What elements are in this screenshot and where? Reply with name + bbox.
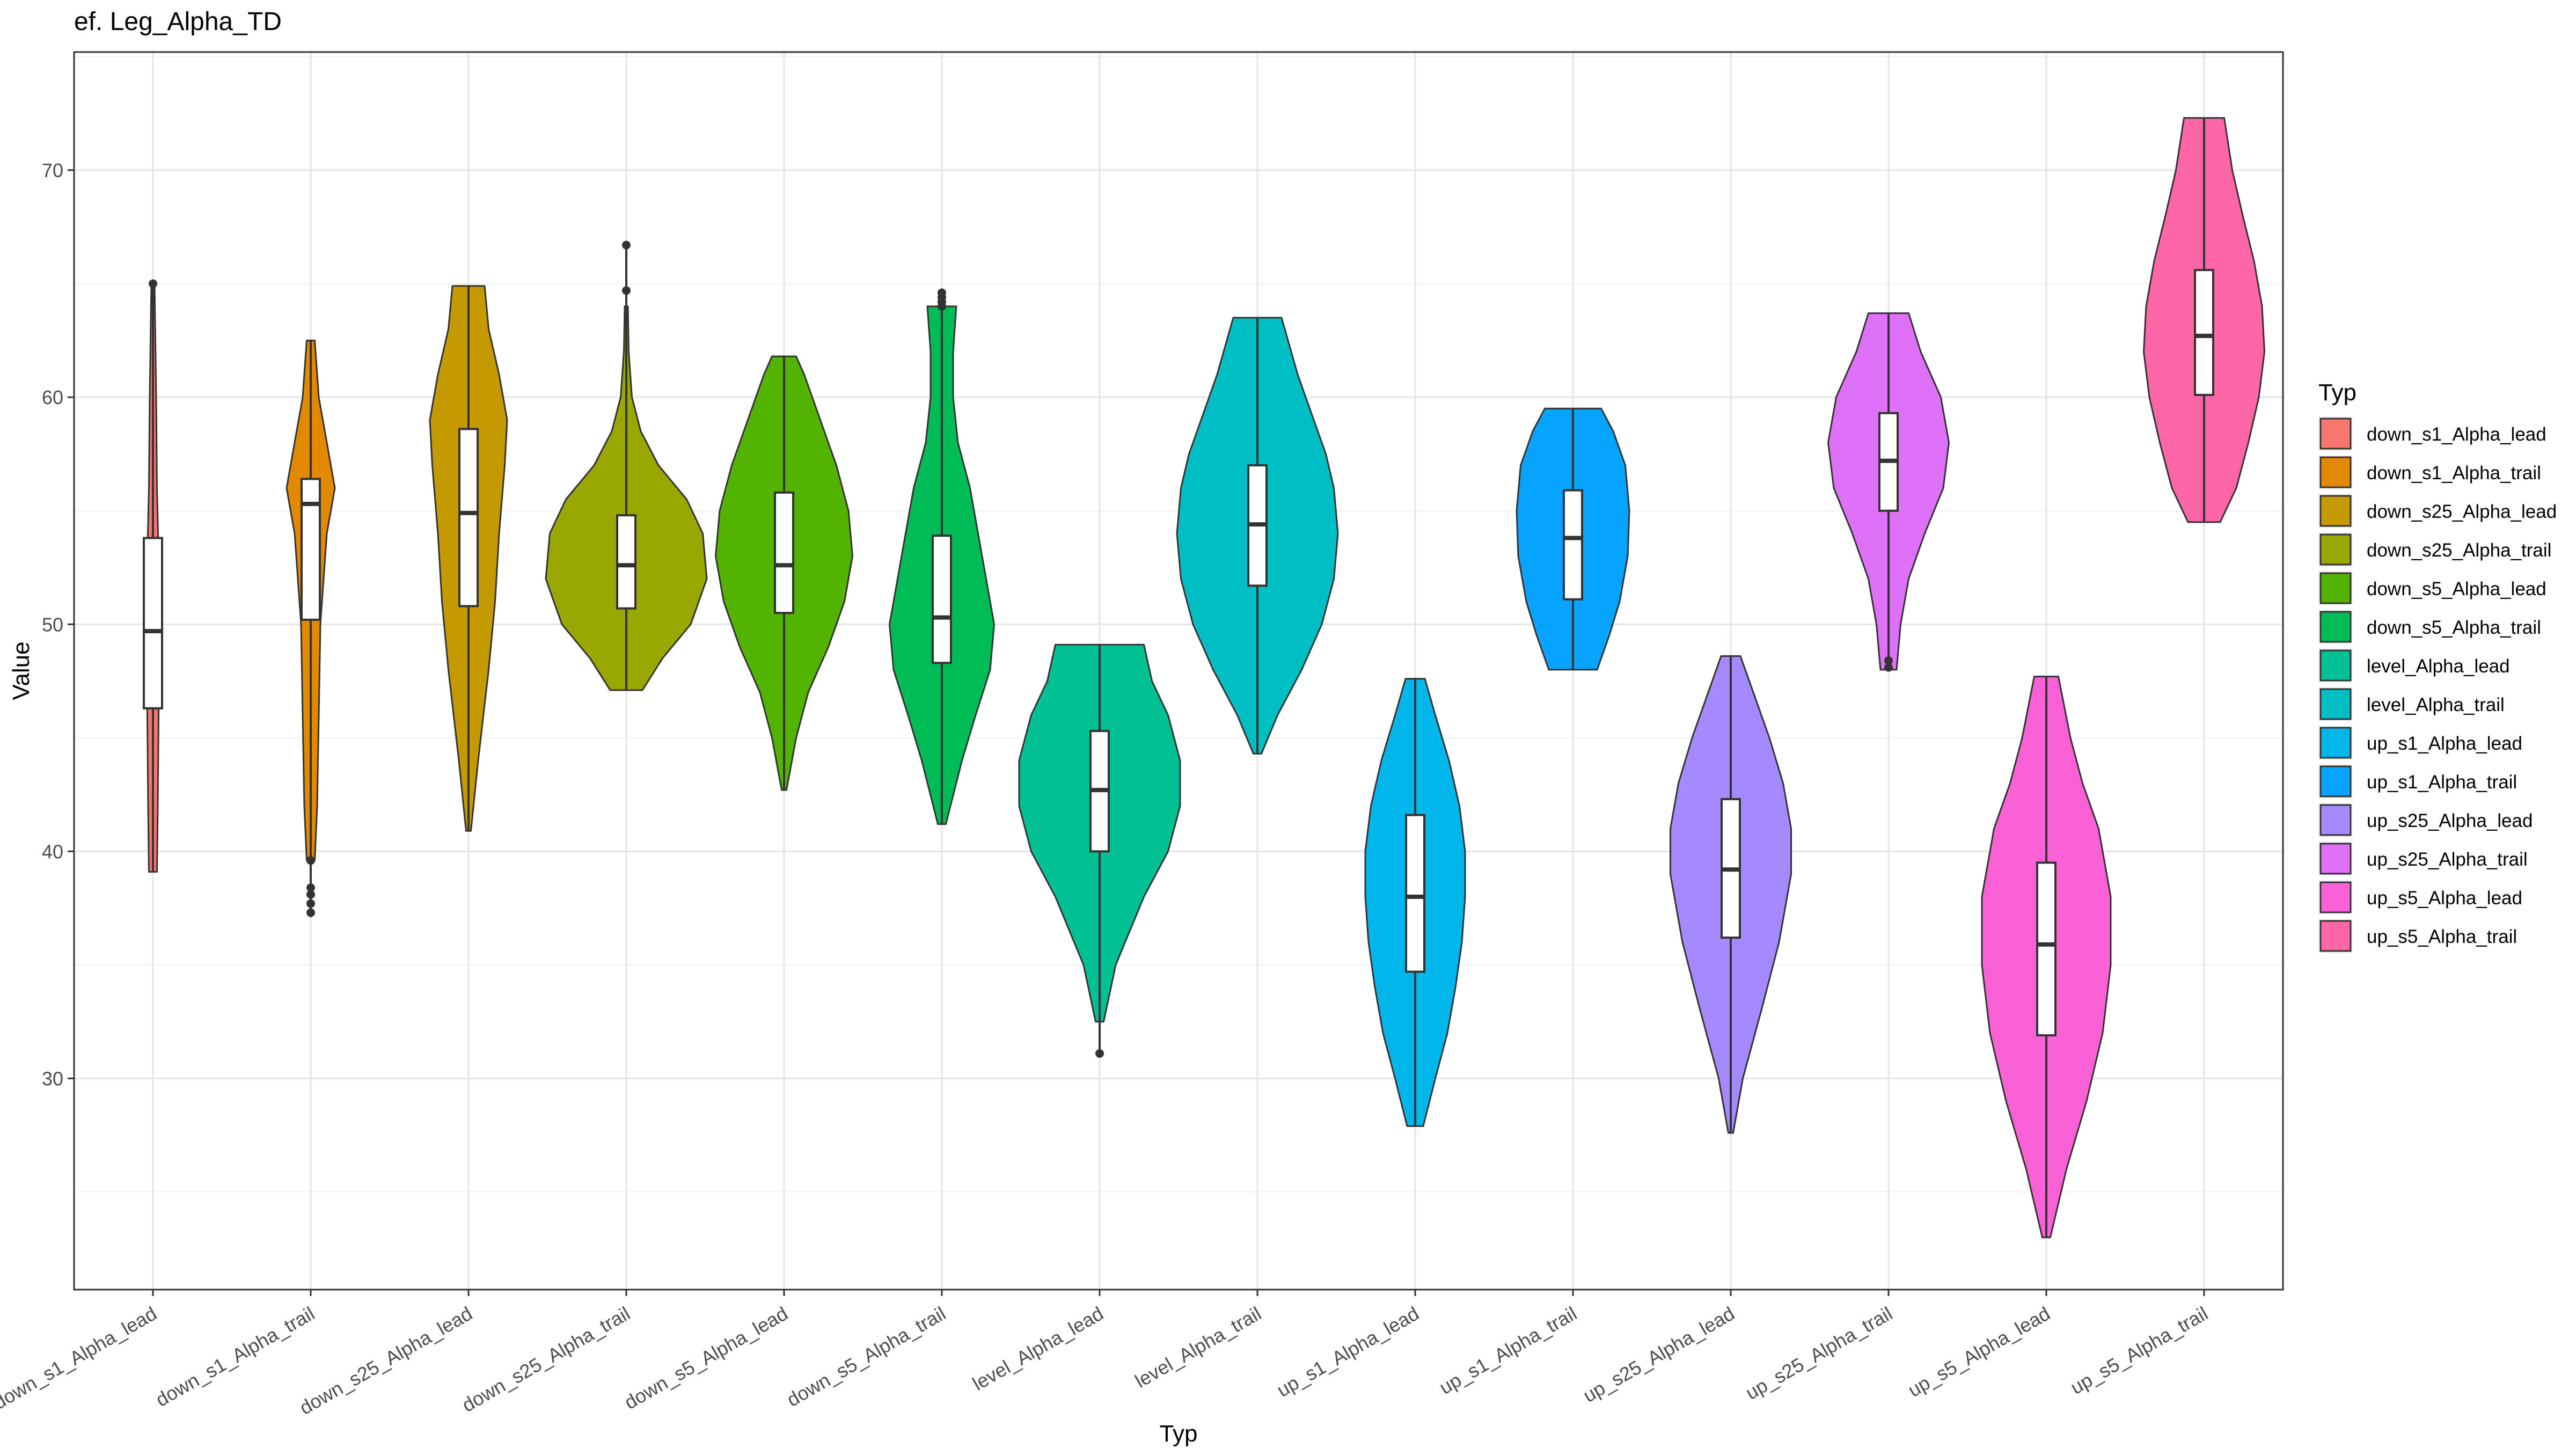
legend-swatch	[2319, 495, 2352, 527]
legend-label: up_s1_Alpha_lead	[2367, 733, 2522, 754]
outlier-point	[306, 856, 315, 865]
plot-border	[73, 51, 2284, 1291]
plot-panel	[73, 51, 2284, 1291]
box	[2194, 269, 2214, 396]
legend-swatch	[2319, 533, 2352, 566]
box	[143, 537, 163, 709]
box	[301, 478, 321, 621]
violin-group	[1516, 407, 1630, 671]
legend-label: down_s1_Alpha_trail	[2367, 463, 2541, 484]
violin-group	[429, 285, 508, 832]
violins	[143, 117, 2265, 1239]
legend-label: down_s25_Alpha_trail	[2367, 540, 2551, 561]
legend-swatch	[2319, 456, 2352, 488]
legend-label: up_s5_Alpha_lead	[2367, 888, 2522, 909]
legend-label: down_s1_Alpha_lead	[2367, 424, 2546, 445]
legend-label: down_s5_Alpha_lead	[2367, 579, 2546, 599]
violin-group	[715, 355, 853, 791]
violin-group	[1364, 678, 1466, 1127]
violin-group	[143, 279, 163, 873]
legend-swatch	[2319, 765, 2352, 797]
legend-swatch	[2319, 611, 2352, 643]
violin-group	[286, 339, 336, 918]
legend-label: level_Alpha_trail	[2367, 694, 2505, 715]
violin-group	[889, 288, 995, 825]
outlier-point	[622, 286, 631, 295]
plot-background	[74, 52, 2283, 1290]
y-tick-label: 70	[42, 159, 63, 181]
violin-group	[1176, 317, 1339, 755]
y-tick-label: 50	[42, 613, 63, 635]
y-tick-label: 40	[42, 840, 63, 862]
x-axis-label: Typ	[1160, 1421, 1198, 1447]
violin-group	[1018, 643, 1181, 1058]
y-tick-label: 60	[42, 386, 63, 408]
outlier-point	[306, 899, 315, 908]
box	[932, 535, 952, 664]
outlier-point	[938, 302, 946, 311]
legend-label: up_s5_Alpha_trail	[2367, 926, 2517, 947]
legend-label: up_s1_Alpha_trail	[2367, 772, 2517, 793]
box	[458, 428, 479, 608]
legend-label: level_Alpha_lead	[2367, 656, 2510, 677]
outlier-point	[306, 883, 315, 892]
outlier-point	[1095, 1049, 1104, 1058]
legend-title: Typ	[2318, 379, 2357, 406]
box	[1563, 489, 1583, 601]
violin-group	[1981, 676, 2112, 1239]
y-axis-label: Value	[8, 641, 34, 700]
legend-swatch	[2319, 881, 2352, 913]
box	[774, 491, 794, 614]
legend-swatch	[2319, 843, 2352, 875]
outlier-point	[622, 240, 631, 250]
outlier-point	[149, 279, 157, 288]
legend-label: down_s5_Alpha_trail	[2367, 617, 2541, 638]
legend-label: down_s25_Alpha_lead	[2367, 501, 2557, 522]
violin-group	[545, 240, 708, 691]
legend-swatch	[2319, 418, 2352, 450]
violin-group	[2143, 117, 2265, 523]
chart-title: ef. Leg_Alpha_TD	[74, 8, 282, 36]
outlier-point	[1884, 663, 1893, 672]
legend: Typ down_s1_Alpha_lead down_s1_Alpha_trai…	[2318, 379, 2557, 953]
legend-label: up_s25_Alpha_lead	[2367, 810, 2533, 831]
outlier-point	[306, 890, 315, 899]
box	[616, 514, 636, 610]
legend-swatch	[2319, 920, 2352, 952]
box	[2036, 861, 2057, 1037]
legend-label: up_s25_Alpha_trail	[2367, 849, 2528, 870]
legend-swatch	[2319, 804, 2352, 836]
y-axis: 30 40 50 60 70	[42, 159, 74, 1089]
violin-group	[1670, 655, 1792, 1134]
outlier-point	[306, 908, 315, 917]
legend-swatch	[2319, 688, 2352, 720]
outlier-point	[1884, 656, 1893, 665]
box	[1405, 814, 1425, 973]
violin-group	[1827, 312, 1950, 672]
legend-swatch	[2319, 649, 2352, 682]
y-tick-label: 30	[42, 1067, 63, 1089]
legend-swatch	[2319, 727, 2352, 759]
legend-swatch	[2319, 572, 2352, 604]
